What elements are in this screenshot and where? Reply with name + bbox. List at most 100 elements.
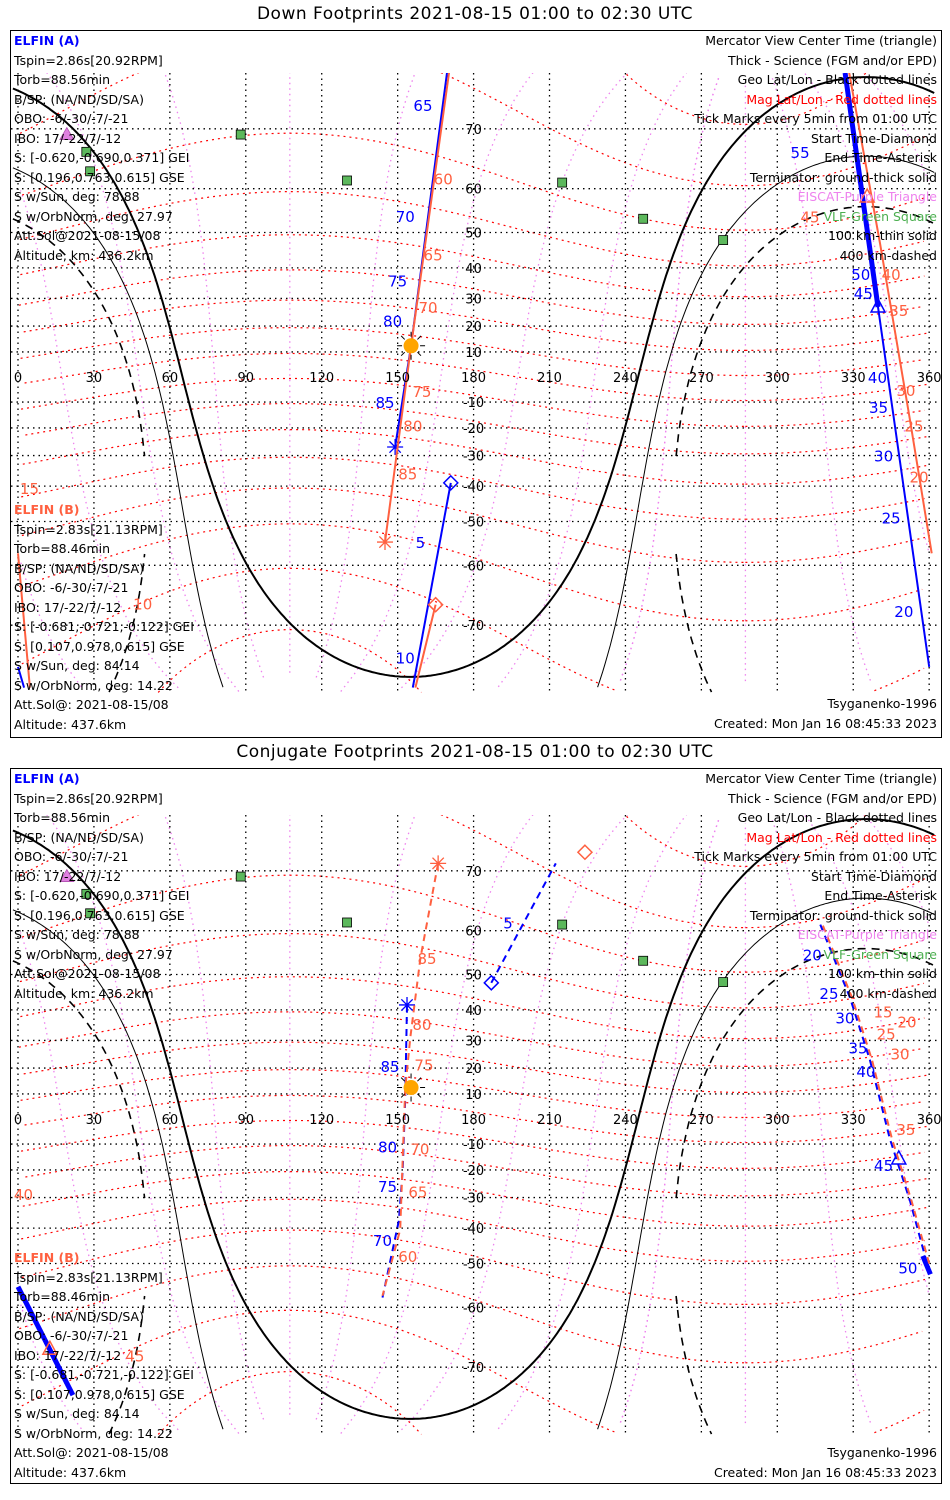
satellite-info-line: IBO: 17/-22/7/-12: [14, 599, 122, 615]
satellite-info-line: S w/OrbNorm, deg: 27.97: [14, 946, 173, 962]
legend-item: Terminator: ground-thick solid: [749, 169, 937, 185]
end-asterisk-icon: [387, 439, 404, 456]
lat-tick-label: 50: [465, 968, 482, 983]
satellite-name: ELFIN (B): [14, 1250, 80, 1265]
satellite-info-line: B/SP: (NA/ND/SD/SA): [14, 91, 144, 107]
start-diamond-icon: [483, 974, 500, 991]
time-tick-label: 30: [890, 1046, 909, 1064]
vlf-station-square: [342, 175, 352, 186]
lat-tick-label: -70: [463, 619, 484, 634]
lat-tick-label: 10: [465, 346, 482, 361]
terminator-ground: [12, 76, 935, 678]
satellite-info-line: OBO: -6/-30/-7/-21: [14, 1328, 129, 1343]
time-tick-label: 40: [856, 1063, 875, 1081]
lat-tick-label: 10: [465, 1088, 482, 1103]
mag-latitude-line: [23, 299, 928, 351]
time-tick-label: 70: [373, 1232, 392, 1250]
eiscat-station-triangle: [59, 126, 75, 140]
mag-longitude-line: [771, 76, 872, 681]
sun-rays-icon: [397, 331, 426, 360]
lat-tick-label: -70: [463, 1361, 484, 1376]
satellite-info-line: S: [-0.681,-0.721,-0.122] GEI: [14, 1367, 194, 1382]
vlf-station-square: [557, 919, 568, 930]
plot-frame: [10, 30, 942, 738]
mag-latitude-line: [157, 1370, 422, 1435]
label-layer: 0 30 60 90 120 150 180 210 240 270 300 330 360 -70 -60…: [14, 865, 942, 1376]
lon-tick-label: 360: [917, 1113, 942, 1128]
satellite-info-line: Torb=88.46min: [14, 1289, 111, 1304]
vlf-station-square: [638, 955, 649, 966]
time-tick-label: 15: [874, 1003, 893, 1021]
lat-tick-label: -10: [463, 396, 484, 411]
time-tick-label: 35: [869, 399, 888, 417]
orbit-track-b: [17, 553, 31, 688]
legend-item: 100 km-thin solid: [828, 228, 937, 243]
subsolar-sun-icon: [403, 338, 419, 354]
satellite-info-line: S: [-0.620,-0.690,0.371] GEI: [14, 150, 190, 165]
mag-latitude-line: [19, 73, 925, 187]
mag-latitude-line: [21, 487, 926, 563]
lat-tick-label: -60: [463, 1301, 484, 1316]
time-tick-label: 20: [909, 469, 928, 487]
satellite-info-line: OBO: -6/-30/-7/-21: [14, 580, 129, 595]
satellite-info-line: S: [-0.620,-0.690,0.371] GEI: [14, 888, 190, 903]
mag-longitude-line: [619, 76, 720, 681]
vlf-station-square: [718, 977, 729, 987]
science-segment: [842, 73, 881, 308]
terminator-400km: [12, 205, 935, 457]
lon-tick-label: 210: [537, 371, 562, 386]
time-tick-label: 85: [375, 394, 394, 412]
legend-item: Start Time-Diamond: [810, 868, 937, 884]
satellite-info-line: Torb=88.56min: [14, 72, 111, 87]
mag-longitude-line: [619, 818, 720, 1423]
lat-tick-label: -40: [463, 1222, 484, 1237]
lon-tick-label: 60: [162, 371, 179, 386]
satellite-info-line: S w/OrbNorm, deg: 27.97: [14, 208, 173, 224]
lat-tick-label: -40: [463, 480, 484, 495]
vlf-station-square: [638, 213, 649, 224]
satellite-info-line: Tspin=2.83s[21.13RPM]: [14, 521, 163, 537]
view-center-triangle-icon: [869, 297, 887, 313]
time-tick-label: 25: [882, 510, 901, 528]
legend-item: Geo Lat/Lon - Black dotted lines: [737, 810, 937, 825]
satellite-info-line: Att.Sol@: 2021-08-15/08: [14, 1445, 169, 1460]
orbit-track-a: [411, 482, 452, 688]
time-tick-label: 45: [854, 285, 873, 303]
vlf-station-square: [85, 166, 96, 177]
lon-tick-label: 120: [309, 1113, 334, 1128]
panel-title: Down Footprints 2021-08-15 01:00 to 02:3…: [256, 4, 694, 24]
satellite-name: ELFIN (A): [14, 771, 80, 786]
map-plot: 0 30 60 90 120 150 180 210 240 270 300 330 360 -70 -60…: [11, 815, 942, 1435]
time-tick-label: 70: [410, 1141, 429, 1159]
lat-tick-label: 70: [465, 123, 482, 138]
satellite-info-line: Altitude: 437.6km: [14, 716, 127, 732]
time-tick-label: 40: [868, 369, 887, 387]
vlf-station-square: [342, 917, 352, 928]
time-tick-label: 10: [133, 596, 152, 614]
orbit-track-b: [848, 73, 933, 554]
legend-item: Tick Marks every 5min from 01:00 UTC: [694, 849, 937, 864]
satellite-info-line: S: [0.107,0.978,0.615] GSE: [14, 1386, 185, 1402]
time-tick-label: 55: [791, 144, 810, 162]
time-tick-label: 50: [851, 266, 870, 284]
orbit-track-b: [821, 925, 931, 1264]
mag-longitude-line: [340, 815, 534, 1434]
time-tick-label: 40: [882, 266, 901, 284]
time-tick-label: 80: [403, 417, 422, 435]
mag-longitude-line: [46, 73, 240, 692]
mag-longitude-line: [19, 73, 930, 688]
legend-item: End Time-Asterisk: [824, 150, 937, 165]
time-tick-label: 35: [896, 1121, 915, 1139]
satellite-info-line: S w/OrbNorm, deg: 14.22: [14, 1425, 173, 1441]
legend-item: End Time-Asterisk: [824, 888, 937, 903]
lon-tick-label: 330: [841, 1113, 866, 1128]
time-tick-label: 75: [412, 383, 431, 401]
mag-latitude-line: [24, 352, 929, 402]
satellite-info-line: Tspin=2.86s[20.92RPM]: [14, 790, 163, 806]
satellite-info-line: Att.Sol@2021-08-15/08: [14, 228, 161, 243]
orbit-track-a: [17, 666, 26, 688]
lon-tick-label: 330: [841, 371, 866, 386]
mag-longitude-line: [19, 815, 930, 1430]
time-tick-label: 10: [396, 650, 415, 668]
mag-longitude-line: [19, 73, 929, 689]
